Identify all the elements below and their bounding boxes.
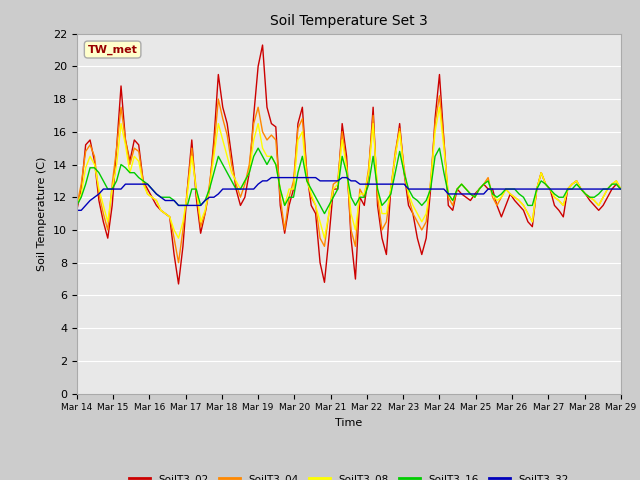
Y-axis label: Soil Temperature (C): Soil Temperature (C): [37, 156, 47, 271]
X-axis label: Time: Time: [335, 418, 362, 428]
Legend: SoilT3_02, SoilT3_04, SoilT3_08, SoilT3_16, SoilT3_32: SoilT3_02, SoilT3_04, SoilT3_08, SoilT3_…: [125, 470, 572, 480]
Text: TW_met: TW_met: [88, 44, 138, 55]
Title: Soil Temperature Set 3: Soil Temperature Set 3: [270, 14, 428, 28]
